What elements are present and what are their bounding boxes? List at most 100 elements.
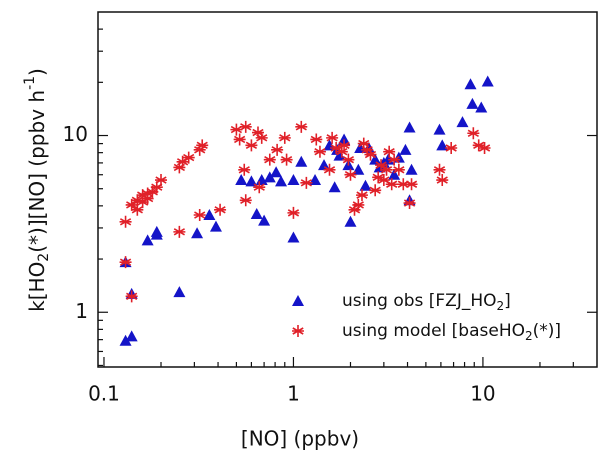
data-point — [481, 75, 494, 87]
y-label-part: ) — [25, 68, 49, 76]
y-tick-label: 1 — [75, 299, 88, 323]
data-point — [357, 137, 370, 150]
data-point — [295, 120, 308, 133]
data-point — [193, 209, 206, 222]
data-point — [364, 148, 377, 161]
data-point — [475, 101, 488, 113]
data-point — [119, 215, 132, 228]
data-point — [280, 153, 293, 166]
data-point — [136, 189, 149, 202]
data-point — [119, 256, 132, 269]
data-point — [230, 123, 243, 136]
legend-sub: 2 — [525, 329, 533, 343]
data-point — [191, 227, 204, 239]
data-point — [433, 123, 446, 135]
data-point — [467, 127, 480, 140]
data-point — [348, 203, 361, 216]
data-point — [388, 153, 401, 166]
data-point — [369, 153, 382, 165]
data-point — [323, 163, 336, 176]
data-point — [245, 139, 258, 152]
data-point — [150, 181, 163, 194]
legend-sub: 2 — [497, 299, 505, 313]
data-point — [318, 159, 331, 171]
data-point — [456, 116, 469, 128]
data-point — [287, 174, 300, 186]
data-point — [209, 220, 222, 232]
data-point — [295, 155, 308, 167]
x-tick-label: 10 — [470, 382, 495, 406]
data-point — [392, 163, 405, 176]
data-point — [150, 225, 163, 237]
data-point — [310, 133, 323, 146]
data-point — [203, 209, 216, 221]
data-point — [131, 203, 144, 216]
data-point — [239, 194, 252, 207]
data-point — [399, 143, 412, 155]
legend-marker — [292, 295, 304, 306]
data-point — [377, 174, 390, 187]
y-label-part: (*)][NO] (ppbv h — [25, 90, 49, 253]
data-point — [287, 206, 300, 219]
data-point — [125, 290, 138, 303]
y-label-sup: -1 — [22, 76, 38, 90]
legend-part: using obs [FZJ_HO — [342, 291, 497, 311]
data-point — [403, 197, 416, 210]
data-point — [173, 286, 186, 298]
data-point — [239, 120, 252, 133]
data-point — [403, 121, 416, 133]
y-label-part: k[HO — [25, 262, 49, 312]
data-point — [136, 196, 149, 209]
data-point — [235, 174, 248, 186]
data-point — [328, 181, 341, 193]
data-point — [176, 155, 189, 168]
plot-frame — [97, 11, 598, 368]
data-point — [196, 139, 209, 152]
x-tick-label: 1 — [287, 382, 300, 406]
data-point — [338, 139, 351, 152]
data-point — [275, 175, 288, 187]
y-axis-label: k[HO2(*)][NO] (ppbv h-1) — [22, 68, 52, 312]
legend-part: using model [baseHO — [342, 321, 525, 341]
data-point — [278, 131, 291, 144]
data-point — [335, 145, 348, 158]
data-point — [380, 163, 393, 176]
data-point — [383, 145, 396, 158]
data-point — [388, 168, 401, 180]
data-point — [263, 171, 276, 183]
data-point — [253, 181, 266, 194]
data-point — [352, 198, 365, 211]
data-point — [445, 141, 458, 154]
data-point — [300, 176, 313, 189]
data-point — [125, 330, 138, 342]
data-point — [344, 215, 357, 227]
legend-label: using obs [FZJ_HO2] — [342, 291, 511, 313]
legend-part: ] — [504, 291, 511, 311]
data-point — [361, 143, 374, 156]
data-point — [397, 178, 410, 191]
data-point — [214, 203, 227, 216]
data-point — [287, 231, 300, 243]
data-point — [385, 178, 398, 191]
data-point — [250, 207, 263, 219]
legend-label: using model [baseHO2(*)] — [342, 321, 561, 343]
data-point — [258, 214, 271, 226]
data-point — [270, 166, 283, 178]
data-point — [375, 159, 388, 172]
data-point — [193, 143, 206, 156]
x-tick-label: 0.1 — [88, 382, 120, 406]
data-point — [372, 171, 385, 184]
data-point — [466, 97, 479, 109]
x-axis-label: [NO] (ppbv) — [241, 427, 359, 451]
data-point — [125, 198, 138, 211]
data-point — [155, 174, 168, 187]
data-point — [359, 179, 372, 191]
data-point — [263, 153, 276, 166]
data-point — [342, 153, 355, 166]
data-point — [131, 194, 144, 207]
data-point — [436, 174, 449, 187]
data-point — [405, 178, 418, 191]
data-point — [472, 139, 485, 152]
data-point — [146, 185, 159, 198]
